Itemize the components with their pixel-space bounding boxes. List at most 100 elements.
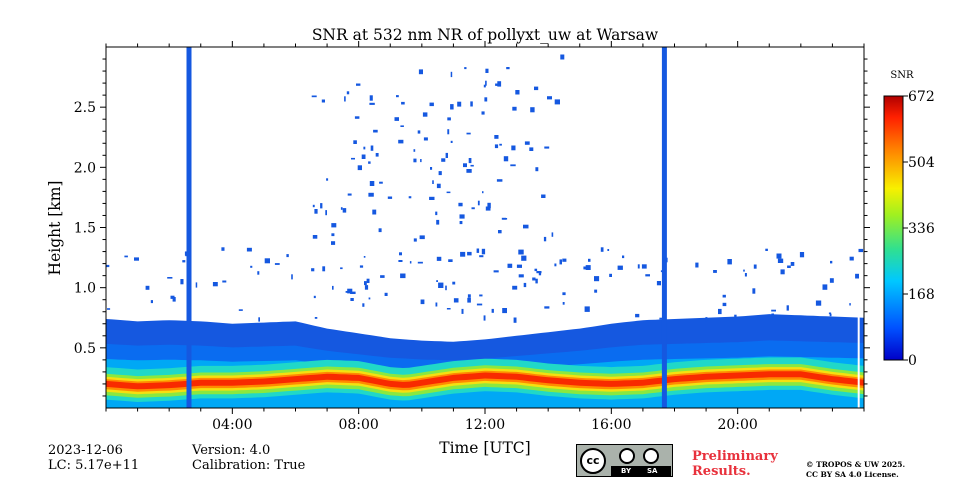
cloud-speck — [467, 294, 471, 298]
cloud-speck — [459, 214, 465, 219]
cloud-speck — [829, 313, 832, 317]
cloud-speck — [106, 264, 110, 268]
cloud-speck — [518, 249, 524, 255]
cloud-speck — [515, 90, 520, 95]
colorbar-label: SNR — [890, 70, 914, 81]
cloud-speck — [776, 253, 782, 259]
cloud-speck — [523, 282, 527, 288]
cloud-speck — [829, 278, 834, 283]
cloud-speck — [622, 255, 625, 259]
cloud-speck — [107, 308, 111, 310]
cloud-speck — [502, 308, 507, 314]
cloud-speck — [368, 192, 374, 197]
cloud-speck — [435, 211, 438, 216]
copyright-line1: © TROPOS & UW 2025. — [806, 460, 906, 469]
cloud-speck — [353, 140, 357, 144]
cloud-speck — [340, 207, 343, 210]
x-tick-label: 04:00 — [212, 417, 252, 433]
cloud-speck — [436, 280, 438, 282]
cloud-speck — [419, 235, 425, 240]
cloud-speck — [325, 210, 327, 216]
profile-column — [186, 47, 192, 408]
cc-by-text: BY — [621, 467, 632, 475]
cloud-speck — [524, 141, 530, 145]
cloud-speck — [436, 256, 442, 261]
cloud-speck — [354, 116, 360, 119]
cloud-speck — [584, 306, 590, 312]
cloud-speck — [744, 273, 747, 277]
layer-below-5 — [106, 389, 864, 408]
cloud-speck — [331, 241, 336, 245]
cloud-speck — [124, 255, 128, 258]
cloud-speck — [562, 302, 565, 305]
cloud-speck — [417, 130, 421, 134]
cloud-speck — [461, 308, 464, 314]
y-tick-label: 0.5 — [74, 341, 96, 357]
cloud-speck — [409, 261, 412, 264]
cloud-speck — [347, 193, 352, 196]
cloud-speck — [483, 84, 486, 88]
cloud-speck — [331, 233, 335, 237]
cloud-speck — [221, 247, 225, 251]
cloud-speck — [510, 164, 516, 167]
cloud-speck — [530, 107, 535, 113]
copyright-label: © TROPOS & UW 2025. CC BY SA 4.0 License… — [806, 460, 905, 480]
cloud-speck — [635, 313, 640, 318]
cloud-speck — [777, 258, 784, 263]
cloud-speck — [429, 102, 434, 107]
x-tick-label: 20:00 — [717, 417, 757, 433]
version-label: Version: 4.0 — [192, 443, 271, 458]
cloud-speck — [450, 140, 453, 143]
colorbar-gradient — [883, 95, 904, 361]
cloud-speck — [369, 102, 375, 105]
cloud-speck — [534, 86, 539, 91]
cloud-speck — [195, 282, 198, 288]
cloud-speck — [182, 260, 186, 263]
cloud-speck — [507, 263, 513, 268]
cloud-speck — [493, 270, 499, 273]
cloud-speck — [470, 164, 474, 167]
cloud-speck — [167, 277, 173, 279]
cloud-speck — [399, 252, 402, 256]
cloud-speck — [849, 303, 851, 306]
y-tick-label: 2.5 — [74, 100, 96, 116]
cloud-speck — [222, 280, 227, 283]
cloud-speck — [340, 267, 343, 270]
cc-icon: cc — [580, 448, 606, 474]
cloud-speck — [518, 274, 524, 278]
cloud-speck — [134, 257, 139, 261]
cloud-speck — [815, 300, 822, 306]
cloud-speck — [313, 295, 316, 299]
cloud-speck — [369, 181, 375, 186]
cloud-speck — [495, 83, 499, 86]
cloud-speck — [467, 251, 472, 256]
cloud-speck — [506, 67, 510, 70]
cloud-speck — [499, 143, 502, 146]
cloud-speck — [485, 80, 487, 86]
cloud-speck — [501, 217, 507, 220]
colorbar: SNR 0 168 336 504 672 — [883, 70, 935, 369]
cloud-speck — [212, 282, 218, 287]
cloud-speck — [482, 191, 484, 194]
cloud-speck — [718, 308, 722, 315]
cloud-speck — [170, 295, 175, 299]
cloud-speck — [420, 159, 422, 163]
y-tick-label: 2.0 — [74, 160, 96, 176]
cloud-speck — [470, 101, 473, 107]
cloud-speck — [494, 135, 499, 139]
cloud-speck — [332, 285, 334, 290]
cloud-speck — [432, 180, 434, 184]
preliminary-line1: Preliminary — [692, 449, 778, 464]
cloud-speck — [476, 303, 483, 306]
cloud-speck — [420, 299, 425, 305]
cloud-speck — [498, 230, 502, 234]
cloud-speck — [408, 196, 412, 199]
cloud-speck — [547, 96, 552, 100]
cloud-speck — [511, 145, 516, 151]
cloud-speck — [600, 247, 604, 252]
cloud-speck — [516, 264, 522, 268]
cloud-speck — [536, 271, 542, 274]
cloud-speck — [361, 154, 366, 159]
cloud-speck — [450, 104, 454, 110]
